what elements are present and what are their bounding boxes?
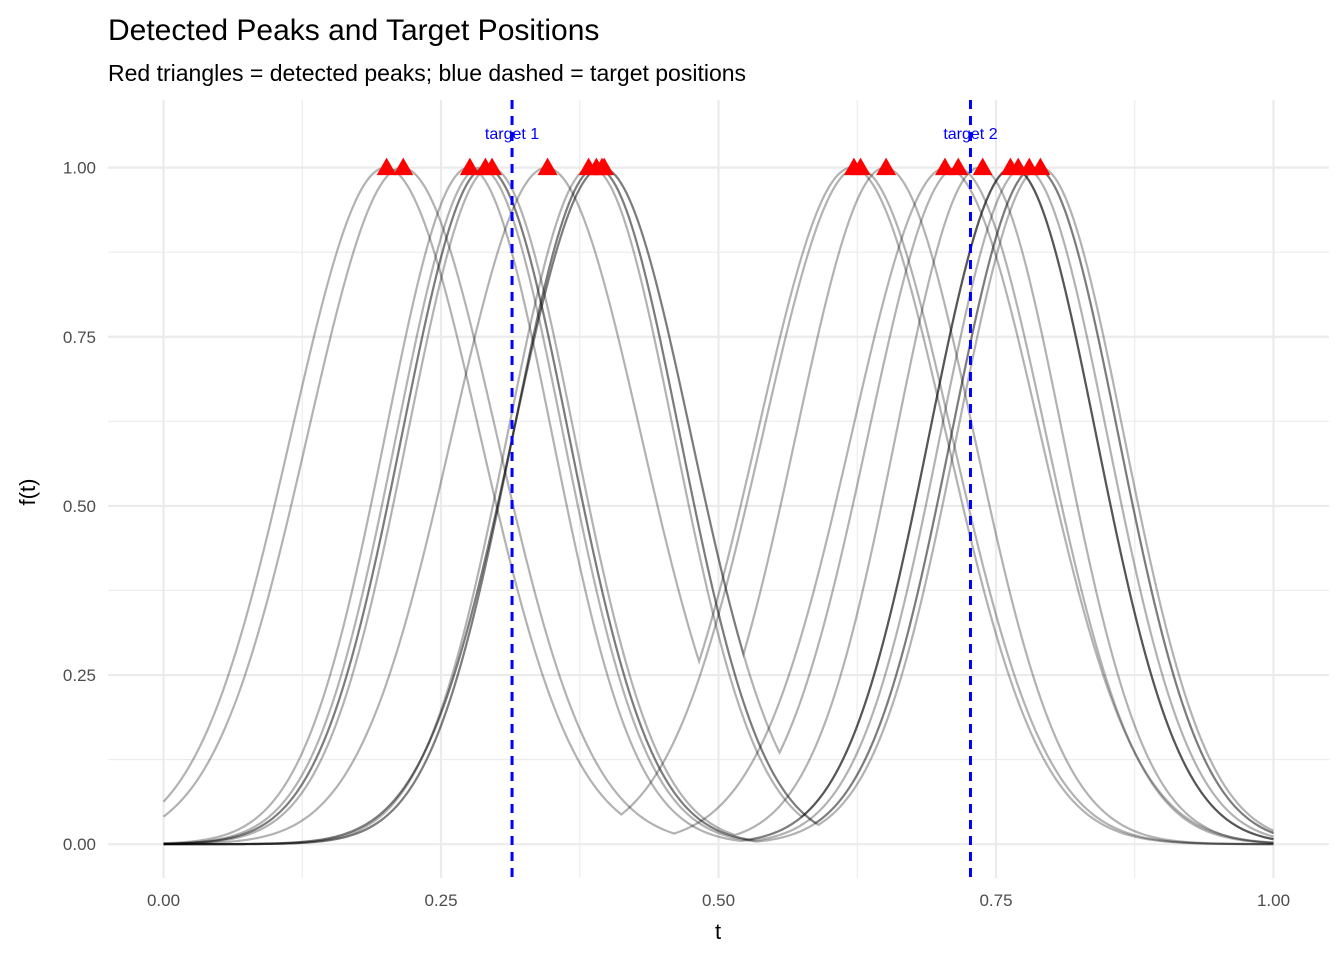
curve-11 [163,166,1274,846]
curve-5 [163,166,1274,845]
curve-3 [163,166,1274,845]
peak-marker [972,157,993,176]
peak-marker [1030,157,1051,176]
curve-6 [163,166,1274,845]
x-tick-label: 0.50 [702,891,735,910]
peak-marker [376,157,397,176]
curve-13 [163,166,1274,846]
peak-marker [934,157,955,176]
target-label-1: target 1 [485,126,539,143]
x-tick-label: 0.75 [979,891,1012,910]
y-tick-label: 0.25 [63,666,96,685]
target-lines: target 1 target 2 [485,100,998,878]
curve-8 [163,166,1274,846]
x-tick-label: 1.00 [1257,891,1290,910]
y-tick-labels: 0.00 0.25 0.50 0.75 1.00 [63,159,96,855]
curve-4 [163,166,1274,845]
x-tick-label: 0.25 [424,891,457,910]
peak-marker [459,157,480,176]
curve-9 [163,166,1274,846]
peak-marker [393,157,414,176]
curve-7 [163,166,1274,845]
x-tick-labels: 0.00 0.25 0.50 0.75 1.00 [147,891,1290,910]
y-tick-label: 0.50 [63,497,96,516]
x-tick-label: 0.00 [147,891,180,910]
peak-marker [537,157,558,176]
curve-2 [162,166,1274,844]
curve-10 [163,166,1274,846]
peak-marker [482,157,503,176]
y-tick-label: 0.75 [63,328,96,347]
y-tick-label: 1.00 [63,159,96,178]
y-axis-title: f(t) [15,479,40,506]
chart-title: Detected Peaks and Target Positions [108,14,599,47]
x-axis-title: t [715,919,721,944]
y-tick-label: 0.00 [63,835,96,854]
peak-marker [850,157,871,176]
peak-marker [591,157,612,176]
peak-markers [376,157,1051,176]
target-label-2: target 2 [943,126,997,143]
curve-12 [163,166,1274,846]
peak-marker [948,157,969,176]
curve-1 [162,166,1274,846]
grid-lines [108,100,1329,878]
peak-marker [876,157,897,176]
chart-subtitle: Red triangles = detected peaks; blue das… [108,60,746,86]
curves-group [162,166,1274,846]
